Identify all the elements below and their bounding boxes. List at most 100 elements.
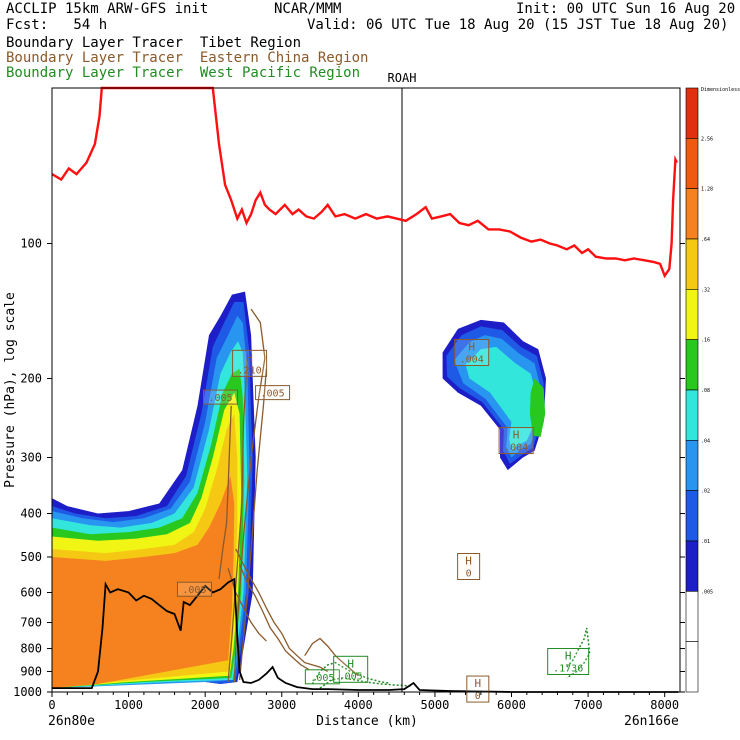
eastern-china-contour-0 — [233, 308, 266, 683]
x-tick-label: 6000 — [497, 698, 526, 712]
field-label-value: .005 — [208, 393, 232, 404]
eastern-china-contour-2 — [227, 357, 248, 683]
start-label: 26n80e — [48, 714, 95, 729]
x-tick-label: 2000 — [191, 698, 220, 712]
y-tick-label: 300 — [20, 451, 42, 465]
header-title: ACCLIP 15km ARW-GFS init — [6, 1, 209, 17]
field-label-value: .005 — [261, 389, 285, 400]
west-pacific-contour-2 — [566, 627, 591, 679]
y-tick-label: 700 — [20, 616, 42, 630]
colorbar-swatch-10 — [685, 591, 699, 642]
field-label-box — [498, 427, 534, 455]
field-label-box — [232, 349, 268, 377]
legend-eastern-china: Boundary Layer Tracer Eastern China Regi… — [6, 50, 369, 66]
field-label-box — [304, 669, 340, 685]
colorbar: Dimensionless 2.56 1.28 .64 .32 .16 .08 .04 .02.… — [685, 87, 740, 693]
y-tick-label: 900 — [20, 664, 42, 678]
x-tick-label: 3000 — [267, 698, 296, 712]
header-init: Init: 00 UTC Sun 16 Aug 20 — [516, 1, 736, 17]
eastern-china-contour-4 — [235, 548, 329, 673]
field-label-box — [457, 552, 481, 580]
colorbar-label-7: .04 — [701, 438, 710, 444]
colorbar-swatch-7 — [685, 440, 699, 491]
tracer-pacific-band-4 — [529, 378, 546, 437]
x-tick-label: 1000 — [114, 698, 143, 712]
field-label-7: H0 — [466, 675, 490, 703]
field-label-1: .005 — [202, 389, 238, 405]
field-label-5: H0 — [457, 552, 481, 580]
y-tick-label: 100 — [20, 237, 42, 251]
field-label-box — [333, 655, 369, 683]
colorbar-label-4: .32 — [701, 287, 710, 293]
colorbar-label-5: .16 — [701, 338, 710, 344]
terrain-line — [52, 577, 679, 693]
field-label-10: H.1736 — [547, 647, 590, 675]
y-tick-label: 600 — [20, 586, 42, 600]
colorbar-label-8: .02 — [701, 489, 710, 495]
header-center: NCAR/MMM — [274, 1, 342, 17]
field-label-letter: H — [468, 341, 475, 354]
colorbar-swatch-1 — [685, 138, 699, 189]
colorbar-label-1: 2.56 — [701, 136, 713, 142]
colorbar-label-6: .08 — [701, 388, 710, 394]
colorbar-label-0: Dimensionless — [701, 87, 740, 93]
y-tick-label: 400 — [20, 507, 42, 521]
colorbar-swatch-11 — [685, 641, 699, 693]
colorbar-label-3: .64 — [701, 237, 710, 243]
west-pacific-contour-0 — [311, 661, 390, 685]
colorbar-swatch-3 — [685, 238, 699, 290]
x-tick-label: 4000 — [344, 698, 373, 712]
field-label-value: .005 — [310, 673, 334, 684]
end-label: 26n166e — [624, 714, 679, 729]
field-label-value: .210 — [238, 365, 262, 376]
colorbar-swatch-6 — [685, 389, 699, 441]
colorbar-label-9: .01 — [701, 539, 710, 545]
legend-tibet: Boundary Layer Tracer Tibet Region — [6, 35, 302, 51]
x-tick-label: 7000 — [574, 698, 603, 712]
header-valid: Valid: 06 UTC Tue 18 Aug 20 (15 JST Tue … — [307, 17, 729, 33]
legend-west-pacific: Boundary Layer Tracer West Pacific Regio… — [6, 65, 361, 81]
y-tick-label: 1000 — [13, 685, 42, 699]
field-label-4: H.004 — [498, 427, 534, 455]
field-label-box — [176, 581, 212, 597]
field-label-letter: H — [347, 657, 354, 670]
field-label-value: 0 — [466, 568, 472, 579]
colorbar-swatch-2 — [685, 188, 699, 240]
field-label-9: H.005 — [333, 655, 369, 683]
x-tick-label: 8000 — [650, 698, 679, 712]
eastern-china-contour-5 — [239, 564, 309, 670]
colorbar-label-2: 1.28 — [701, 187, 713, 193]
field-label-box — [202, 389, 238, 405]
field-label-box — [547, 647, 590, 675]
station-label: ROAH — [388, 71, 417, 85]
colorbar-swatch-5 — [685, 339, 699, 391]
field-label-letter: H — [246, 351, 253, 364]
colorbar-swatch-8 — [685, 490, 699, 542]
colorbar-swatch-4 — [685, 289, 699, 340]
field-label-box — [255, 385, 291, 401]
field-label-letter: H — [565, 649, 572, 662]
field-label-value: .005 — [182, 585, 206, 596]
plot-frame — [51, 87, 681, 693]
field-label-letter: H — [513, 429, 520, 442]
field-label-value: .004 — [504, 443, 528, 454]
header-forecast: Fcst: 54 h — [6, 17, 108, 33]
colorbar-swatch-9 — [685, 540, 699, 592]
eastern-china-contour-3 — [218, 405, 232, 580]
field-label-8: .005 — [304, 669, 340, 685]
y-tick-label: 200 — [20, 372, 42, 386]
chart-axes: 0 1000 2000 3000 4000 5000 6000 7000 80001002003… — [13, 237, 685, 712]
field-label-value: .1736 — [553, 663, 583, 674]
field-label-6: .005 — [176, 581, 212, 597]
tracer-pacific-band-3 — [465, 346, 536, 451]
y-tick-label: 800 — [20, 642, 42, 656]
y-tick-label: 500 — [20, 550, 42, 564]
field-label-box — [454, 339, 490, 367]
chart-lines — [51, 86, 679, 693]
field-label-value: .004 — [460, 355, 484, 366]
field-label-0: H.210 — [232, 349, 268, 377]
field-label-2: .005 — [255, 385, 291, 401]
field-label-3: H.004 — [454, 339, 490, 367]
chart-labels: H.210.005.005H.004H.004H0.005H0.005H.005… — [176, 339, 590, 703]
